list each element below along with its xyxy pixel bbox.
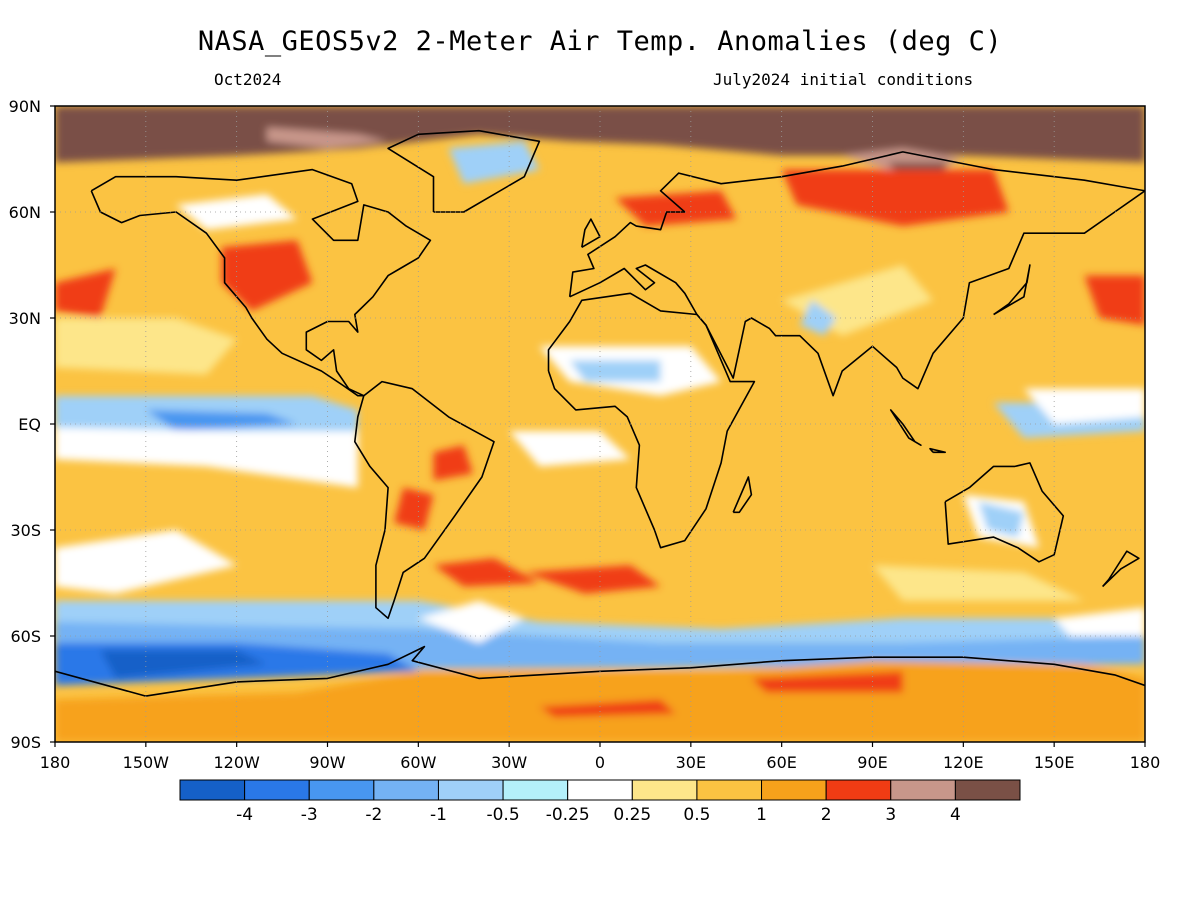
lat-tick-label: EQ: [18, 415, 41, 434]
coastline: [353, 380, 495, 620]
coastline: [581, 218, 601, 248]
anomaly-patch: [55, 268, 116, 318]
colorbar-swatch: [954, 779, 1021, 801]
lon-tick-label: 60E: [766, 753, 796, 772]
colorbar-swatch: [761, 779, 827, 801]
lat-tick-label: 90S: [10, 733, 41, 752]
anomaly-patch: [266, 127, 389, 149]
coastline: [387, 129, 541, 213]
coastline: [993, 264, 1031, 316]
colorbar-label: -0.25: [546, 805, 590, 825]
colorbar-label: 2: [821, 805, 832, 825]
anomaly-patch: [1054, 607, 1145, 636]
lon-tick-label: 0: [595, 753, 605, 772]
lat-tick-label: 30N: [9, 309, 41, 328]
anomaly-field: [55, 106, 1145, 742]
colorbar-swatch: [179, 779, 246, 801]
anomaly-patch: [418, 600, 525, 644]
colorbar-swatch: [308, 779, 375, 801]
colorbar-swatch: [696, 779, 763, 801]
colorbar-swatch: [825, 779, 892, 801]
coastline: [547, 292, 756, 549]
colorbar-swatch: [502, 779, 569, 801]
colorbar-swatch: [890, 779, 956, 801]
colorbar-label: 0.25: [613, 805, 651, 825]
lon-tick-label: 150W: [123, 753, 170, 772]
colorbar-label: 4: [950, 805, 961, 825]
colorbar-swatch: [631, 779, 698, 801]
lon-tick-label: 90E: [857, 753, 887, 772]
colorbar-swatch: [244, 779, 310, 801]
anomaly-patch: [448, 141, 540, 184]
anomaly-patch: [872, 565, 1085, 601]
colorbar: -4 -3 -2 -1 -0.5 -0.25 0.25 0.5 1 2 3 4: [179, 779, 1021, 825]
colorbar-swatch: [373, 779, 439, 801]
colorbar-label: 3: [885, 805, 896, 825]
anomaly-patch: [615, 190, 737, 227]
anomaly-patch: [539, 699, 676, 718]
lon-tick-label: 30W: [491, 753, 527, 772]
coastline: [568, 151, 1145, 397]
lon-tick-label: 180: [1130, 753, 1161, 772]
longitude-axis: 180 150W 120W 90W 60W 30W 0 30E 60E 90E 120E 150E 18…: [40, 742, 1161, 772]
colorbar-label: 0.5: [683, 805, 710, 825]
anomaly-patch: [433, 445, 473, 481]
anomaly-patch: [1023, 388, 1145, 424]
colorbar-label: -1: [430, 805, 447, 825]
anomaly-patch: [100, 650, 267, 679]
lon-tick-label: 180: [40, 753, 71, 772]
lon-tick-label: 120W: [213, 753, 260, 772]
map-title: NASA_GEOS5v2 2-Meter Air Temp. Anomalies…: [197, 26, 1003, 57]
lat-tick-label: 60N: [9, 203, 41, 222]
lat-tick-label: 90N: [9, 97, 41, 116]
lon-tick-label: 150E: [1034, 753, 1075, 772]
anomaly-patch: [524, 565, 661, 594]
anomaly-patch: [569, 360, 661, 382]
coastline: [90, 168, 432, 397]
coastline: [732, 476, 753, 514]
colorbar-label: -2: [365, 805, 382, 825]
anomaly-patch: [509, 431, 631, 467]
colorbar-swatch: [437, 779, 504, 801]
colorbar-swatch: [567, 779, 633, 801]
forecast-month: Oct2024: [214, 70, 282, 89]
anomaly-patch: [799, 300, 837, 336]
colorbar-label: -4: [236, 805, 253, 825]
anomaly-patch: [221, 240, 313, 311]
anomaly-patch: [145, 409, 298, 432]
colorbar-label: -0.5: [486, 805, 519, 825]
coastline: [889, 409, 922, 447]
coastline: [944, 462, 1065, 563]
anomaly-patch: [394, 487, 434, 530]
anomaly-patch: [978, 501, 1024, 538]
lon-tick-label: 90W: [309, 753, 345, 772]
anomaly-patch: [1084, 275, 1145, 326]
anomaly-patch: [781, 169, 1009, 227]
coastline: [929, 447, 947, 454]
lon-tick-label: 30E: [676, 753, 706, 772]
colorbar-label: 1: [756, 805, 767, 825]
latitude-axis: 90N 60N 30N EQ 30S 60S 90S: [9, 97, 55, 752]
anomaly-patch: [433, 558, 540, 587]
lon-tick-label: 60W: [400, 753, 436, 772]
lat-tick-label: 60S: [10, 627, 41, 646]
graticule: [55, 106, 1145, 742]
anomaly-patch: [55, 427, 358, 488]
coastline: [55, 645, 1145, 697]
initial-conditions: July2024 initial conditions: [713, 70, 974, 89]
coastlines: [55, 129, 1145, 697]
anomaly-patch: [751, 671, 903, 693]
lat-tick-label: 30S: [10, 521, 41, 540]
lon-tick-label: 120E: [943, 753, 984, 772]
coastline: [1101, 550, 1140, 588]
colorbar-label: -3: [301, 805, 318, 825]
